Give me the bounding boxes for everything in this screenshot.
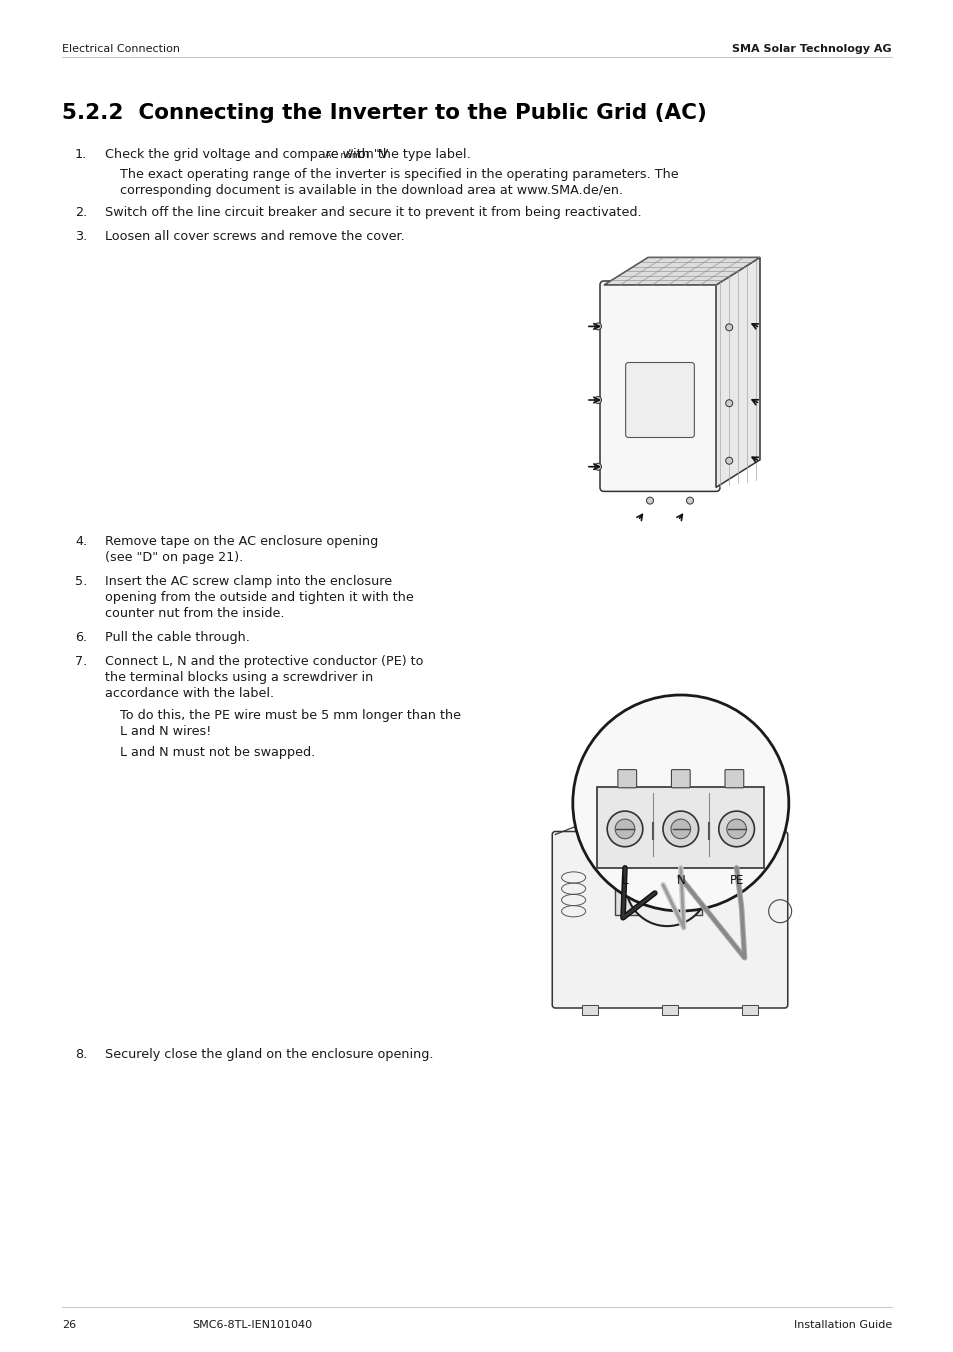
FancyBboxPatch shape [724, 769, 743, 788]
Text: 6.: 6. [75, 631, 87, 644]
Text: L: L [621, 873, 628, 887]
Text: PE: PE [729, 873, 743, 887]
Polygon shape [716, 257, 760, 488]
FancyBboxPatch shape [625, 362, 694, 438]
Text: Connect L, N and the protective conductor (PE) to: Connect L, N and the protective conducto… [105, 654, 423, 668]
Text: Securely close the gland on the enclosure opening.: Securely close the gland on the enclosur… [105, 1048, 433, 1061]
Text: L and N must not be swapped.: L and N must not be swapped. [120, 746, 314, 758]
Circle shape [686, 498, 693, 504]
Text: 2.: 2. [75, 206, 87, 219]
Text: Switch off the line circuit breaker and secure it to prevent it from being react: Switch off the line circuit breaker and … [105, 206, 641, 219]
Text: 3.: 3. [75, 230, 87, 243]
Circle shape [726, 819, 745, 838]
Text: Electrical Connection: Electrical Connection [62, 45, 180, 54]
Text: opening from the outside and tighten it with the: opening from the outside and tighten it … [105, 591, 414, 604]
Circle shape [725, 324, 732, 331]
Text: Pull the cable through.: Pull the cable through. [105, 631, 250, 644]
Text: " on the type label.: " on the type label. [348, 147, 471, 161]
Circle shape [718, 811, 754, 846]
Text: The exact operating range of the inverter is specified in the operating paramete: The exact operating range of the inverte… [120, 168, 678, 181]
Text: accordance with the label.: accordance with the label. [105, 687, 274, 700]
Text: Insert the AC screw clamp into the enclosure: Insert the AC screw clamp into the enclo… [105, 575, 392, 588]
Bar [581, 1005, 597, 1015]
Text: SMA Solar Technology AG: SMA Solar Technology AG [732, 45, 891, 54]
Text: L and N wires!: L and N wires! [120, 725, 211, 738]
Text: N: N [676, 873, 684, 887]
Text: counter nut from the inside.: counter nut from the inside. [105, 607, 284, 621]
Circle shape [725, 457, 732, 464]
Circle shape [615, 819, 634, 838]
Text: 7.: 7. [75, 654, 87, 668]
Text: 5.: 5. [75, 575, 87, 588]
Text: 4.: 4. [75, 535, 87, 548]
Text: AC nom: AC nom [325, 151, 361, 160]
Polygon shape [603, 257, 760, 285]
Bar [661, 1005, 678, 1015]
Bar [741, 1005, 758, 1015]
FancyBboxPatch shape [671, 769, 689, 788]
Text: 8.: 8. [75, 1048, 87, 1061]
Text: To do this, the PE wire must be 5 mm longer than the: To do this, the PE wire must be 5 mm lon… [120, 708, 460, 722]
Text: Check the grid voltage and compare with "V: Check the grid voltage and compare with … [105, 147, 388, 161]
Circle shape [725, 400, 732, 407]
Circle shape [670, 819, 690, 838]
Text: 1.: 1. [75, 147, 87, 161]
Circle shape [606, 811, 642, 846]
Circle shape [594, 464, 601, 470]
Text: corresponding document is available in the download area at www.SMA.de/en.: corresponding document is available in t… [120, 184, 622, 197]
FancyBboxPatch shape [552, 831, 787, 1009]
Text: the terminal blocks using a screwdriver in: the terminal blocks using a screwdriver … [105, 671, 373, 684]
Text: Loosen all cover screws and remove the cover.: Loosen all cover screws and remove the c… [105, 230, 404, 243]
Bar [597, 787, 763, 868]
Circle shape [572, 695, 788, 911]
Bar [615, 854, 701, 915]
FancyBboxPatch shape [618, 769, 636, 788]
Text: 26: 26 [62, 1320, 76, 1330]
Text: Installation Guide: Installation Guide [793, 1320, 891, 1330]
Text: 5.2.2  Connecting the Inverter to the Public Grid (AC): 5.2.2 Connecting the Inverter to the Pub… [62, 103, 706, 123]
Circle shape [594, 396, 601, 403]
Text: Remove tape on the AC enclosure opening: Remove tape on the AC enclosure opening [105, 535, 377, 548]
Circle shape [625, 844, 708, 926]
Circle shape [662, 811, 698, 846]
Circle shape [594, 323, 601, 330]
Circle shape [646, 498, 653, 504]
Text: (see "D" on page 21).: (see "D" on page 21). [105, 552, 243, 564]
FancyBboxPatch shape [599, 281, 720, 491]
Text: SMC6-8TL-IEN101040: SMC6-8TL-IEN101040 [192, 1320, 312, 1330]
